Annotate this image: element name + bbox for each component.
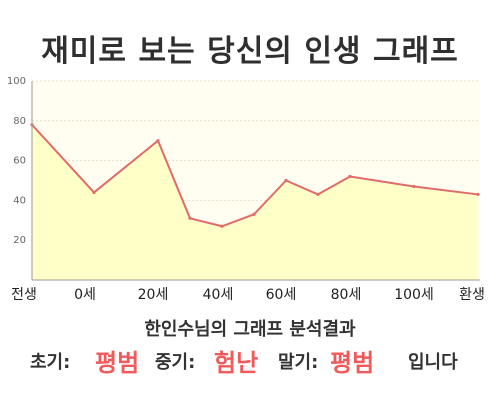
data-point — [220, 224, 224, 228]
chart-plot-group: 20 40 60 80 100 — [7, 76, 480, 281]
data-point — [316, 192, 320, 197]
data-point — [348, 174, 352, 179]
x-tick-label: 0세 — [74, 287, 96, 303]
data-point — [476, 192, 480, 197]
area-fill — [32, 124, 478, 280]
x-tick-label: 전생 — [11, 287, 37, 303]
x-tick-label: 100세 — [394, 287, 434, 303]
x-tick-label: 40세 — [202, 287, 234, 303]
y-tick-label: 20 — [13, 235, 26, 246]
mid-stage-value: 험난 — [214, 349, 259, 377]
mid-stage-label: 중기: — [155, 352, 196, 373]
x-axis-labels: 전생 0세 20세 40세 60세 80세 100세 환생 — [0, 285, 500, 305]
data-point — [284, 178, 288, 183]
x-tick-label: 80세 — [330, 287, 362, 303]
data-point — [252, 212, 256, 216]
early-stage-value: 평범 — [95, 349, 140, 377]
late-stage-value: 평범 — [330, 349, 375, 377]
data-point — [92, 190, 96, 195]
data-point — [188, 216, 192, 220]
y-tick-label: 60 — [13, 156, 26, 167]
x-tick-label: 환생 — [459, 287, 485, 303]
data-point — [412, 184, 416, 189]
chart-title: 재미로 보는 당신의 인생 그래프 — [41, 34, 459, 69]
early-stage-label: 초기: — [30, 352, 71, 373]
analysis-result-title: 한인수님의 그래프 분석결과 — [144, 319, 356, 340]
life-graph-chart: 20 40 60 80 100 — [7, 76, 480, 281]
y-tick-label: 100 — [7, 76, 26, 87]
late-stage-label: 말기: — [278, 352, 319, 373]
result-ending: 입니다 — [408, 352, 458, 373]
data-point — [156, 139, 160, 143]
analysis-result-line: 초기: 평범 중기: 험난 말기: 평범 입니다 — [0, 345, 500, 381]
y-tick-label: 80 — [13, 116, 26, 127]
x-tick-label: 20세 — [137, 287, 169, 303]
y-tick-label: 40 — [13, 195, 26, 206]
x-tick-label: 60세 — [265, 287, 297, 303]
